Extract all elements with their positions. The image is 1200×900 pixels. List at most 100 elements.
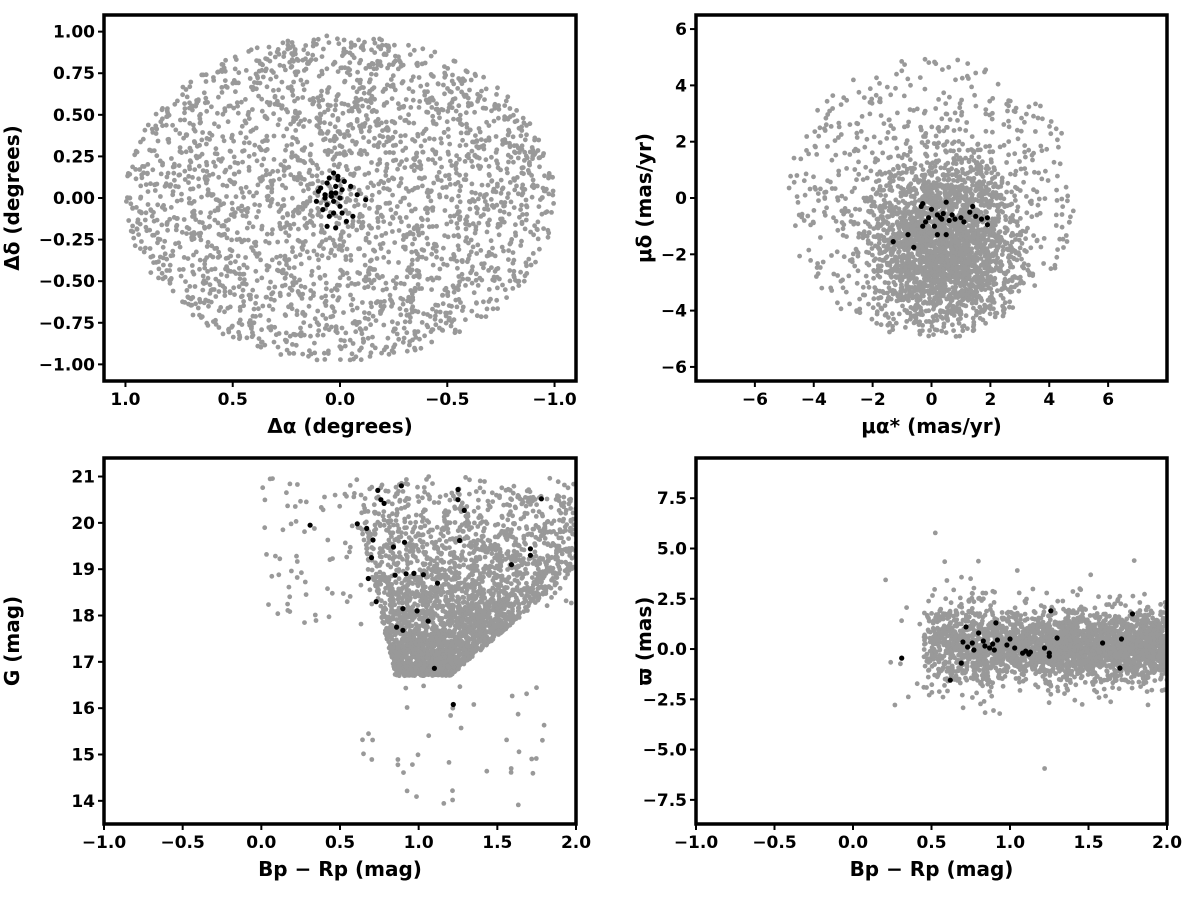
field-star-point bbox=[165, 227, 171, 233]
field-star-point bbox=[987, 311, 993, 317]
field-star-point bbox=[922, 172, 928, 178]
field-star-point bbox=[965, 61, 971, 66]
field-star-point bbox=[489, 154, 494, 160]
field-star-point bbox=[175, 216, 180, 221]
field-star-point bbox=[224, 235, 230, 241]
field-star-point bbox=[170, 253, 176, 258]
field-star-point bbox=[409, 291, 415, 297]
field-star-point bbox=[411, 168, 417, 174]
field-star-point bbox=[322, 120, 327, 126]
field-star-point bbox=[497, 208, 503, 214]
field-star-point bbox=[240, 287, 246, 293]
field-star-point bbox=[1011, 108, 1017, 114]
field-star-point bbox=[302, 145, 308, 151]
field-star-point bbox=[466, 256, 471, 262]
field-star-point bbox=[315, 206, 321, 211]
field-star-point bbox=[186, 196, 192, 201]
field-star-point bbox=[474, 154, 479, 160]
field-star-point bbox=[395, 101, 401, 107]
field-star-point bbox=[498, 190, 504, 196]
field-star-point bbox=[145, 189, 151, 195]
field-star-point bbox=[133, 167, 139, 172]
field-star-point bbox=[429, 287, 434, 292]
member-star-point bbox=[331, 210, 337, 216]
field-star-point bbox=[374, 167, 380, 173]
field-star-point bbox=[203, 72, 209, 78]
field-star-point bbox=[477, 129, 483, 135]
field-star-point bbox=[182, 101, 188, 106]
field-star-point bbox=[202, 261, 208, 267]
field-star-point bbox=[295, 114, 300, 120]
field-star-point bbox=[127, 171, 133, 177]
field-star-point bbox=[410, 74, 416, 80]
field-star-point bbox=[1006, 139, 1012, 145]
field-star-point bbox=[278, 206, 284, 212]
field-star-point bbox=[200, 287, 206, 293]
field-star-point bbox=[213, 294, 219, 299]
field-star-point bbox=[939, 328, 945, 334]
field-star-point bbox=[281, 50, 287, 56]
field-star-point bbox=[986, 285, 992, 291]
field-star-point bbox=[357, 246, 363, 252]
field-star-point bbox=[236, 70, 242, 76]
field-star-point bbox=[406, 223, 412, 229]
field-star-point bbox=[502, 287, 508, 293]
field-star-point bbox=[902, 288, 908, 294]
field-star-point bbox=[802, 192, 808, 198]
field-star-point bbox=[431, 136, 437, 142]
field-star-point bbox=[334, 136, 339, 142]
field-star-point bbox=[533, 259, 538, 265]
field-star-point bbox=[425, 210, 430, 216]
field-star-point bbox=[853, 246, 859, 252]
field-star-point bbox=[212, 151, 218, 157]
field-star-point bbox=[253, 314, 258, 319]
field-star-point bbox=[495, 285, 500, 291]
field-star-point bbox=[289, 58, 295, 64]
field-star-point bbox=[338, 267, 344, 273]
field-star-point bbox=[264, 133, 270, 139]
field-star-point bbox=[197, 116, 203, 122]
field-star-point bbox=[209, 267, 215, 272]
field-star-point bbox=[935, 176, 941, 182]
field-star-point bbox=[370, 334, 375, 340]
field-star-point bbox=[527, 160, 532, 165]
field-star-point bbox=[232, 292, 237, 297]
field-star-point bbox=[238, 186, 244, 191]
field-star-point bbox=[514, 183, 519, 189]
field-star-point bbox=[310, 43, 316, 49]
field-star-point bbox=[375, 274, 380, 279]
field-star-point bbox=[824, 98, 830, 104]
field-star-point bbox=[229, 237, 235, 243]
field-star-point bbox=[474, 139, 480, 144]
field-star-point bbox=[512, 149, 517, 155]
field-star-point bbox=[156, 266, 162, 272]
member-star-point bbox=[363, 197, 369, 203]
field-star-point bbox=[191, 252, 196, 258]
field-star-point bbox=[791, 155, 797, 161]
field-star-point bbox=[391, 176, 397, 182]
field-star-point bbox=[969, 192, 975, 198]
field-star-point bbox=[394, 331, 400, 337]
field-star-point bbox=[239, 203, 245, 209]
field-star-point bbox=[506, 159, 511, 165]
field-star-point bbox=[403, 215, 409, 220]
field-star-point bbox=[186, 173, 192, 179]
field-star-point bbox=[167, 216, 173, 222]
field-star-point bbox=[550, 192, 556, 198]
field-star-point bbox=[933, 313, 939, 319]
field-star-point bbox=[854, 120, 860, 126]
field-star-point bbox=[529, 149, 534, 155]
field-star-point bbox=[428, 72, 434, 77]
field-star-point bbox=[918, 127, 924, 133]
field-star-point bbox=[316, 265, 321, 271]
field-star-point bbox=[433, 322, 439, 328]
field-star-point bbox=[437, 266, 443, 272]
member-star-point bbox=[333, 190, 339, 196]
field-star-point bbox=[835, 273, 840, 278]
field-star-point bbox=[289, 153, 294, 159]
field-star-point bbox=[194, 155, 200, 161]
field-star-point bbox=[375, 206, 381, 211]
field-star-point bbox=[271, 157, 277, 162]
field-star-point bbox=[1068, 214, 1073, 220]
field-star-point bbox=[901, 187, 906, 192]
